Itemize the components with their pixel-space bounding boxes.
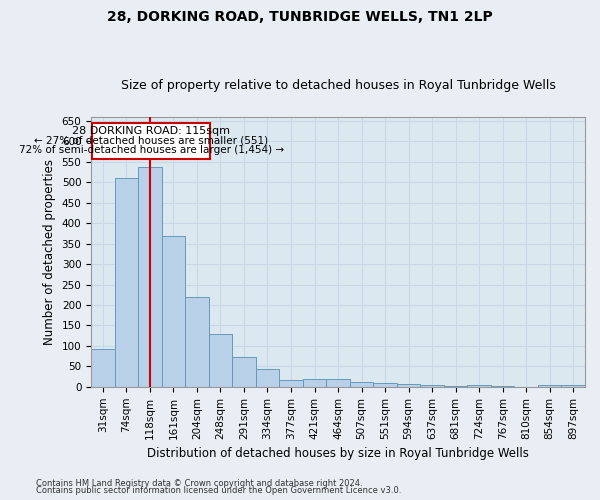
Bar xyxy=(421,385,444,387)
Bar xyxy=(562,385,585,387)
Bar xyxy=(538,385,562,387)
Bar xyxy=(303,379,326,387)
Text: 28, DORKING ROAD, TUNBRIDGE WELLS, TN1 2LP: 28, DORKING ROAD, TUNBRIDGE WELLS, TN1 2… xyxy=(107,10,493,24)
X-axis label: Distribution of detached houses by size in Royal Tunbridge Wells: Distribution of detached houses by size … xyxy=(147,447,529,460)
Bar xyxy=(373,382,397,387)
Text: 28 DORKING ROAD: 115sqm: 28 DORKING ROAD: 115sqm xyxy=(72,126,230,136)
Bar xyxy=(138,166,161,387)
Text: 72% of semi-detached houses are larger (1,454) →: 72% of semi-detached houses are larger (… xyxy=(19,145,284,155)
Bar xyxy=(232,357,256,387)
Text: ← 27% of detached houses are smaller (551): ← 27% of detached houses are smaller (55… xyxy=(34,136,268,145)
Text: Contains public sector information licensed under the Open Government Licence v3: Contains public sector information licen… xyxy=(36,486,401,495)
Bar xyxy=(91,349,115,387)
Bar xyxy=(279,380,303,387)
Bar xyxy=(185,297,209,387)
Bar xyxy=(326,379,350,387)
Bar xyxy=(350,382,373,387)
Bar xyxy=(467,385,491,387)
Y-axis label: Number of detached properties: Number of detached properties xyxy=(43,159,56,345)
Bar xyxy=(115,178,138,387)
Text: Contains HM Land Registry data © Crown copyright and database right 2024.: Contains HM Land Registry data © Crown c… xyxy=(36,478,362,488)
Title: Size of property relative to detached houses in Royal Tunbridge Wells: Size of property relative to detached ho… xyxy=(121,79,556,92)
Bar xyxy=(397,384,421,387)
Bar xyxy=(256,369,279,387)
Bar xyxy=(161,236,185,387)
Bar xyxy=(209,334,232,387)
Bar xyxy=(92,122,210,158)
